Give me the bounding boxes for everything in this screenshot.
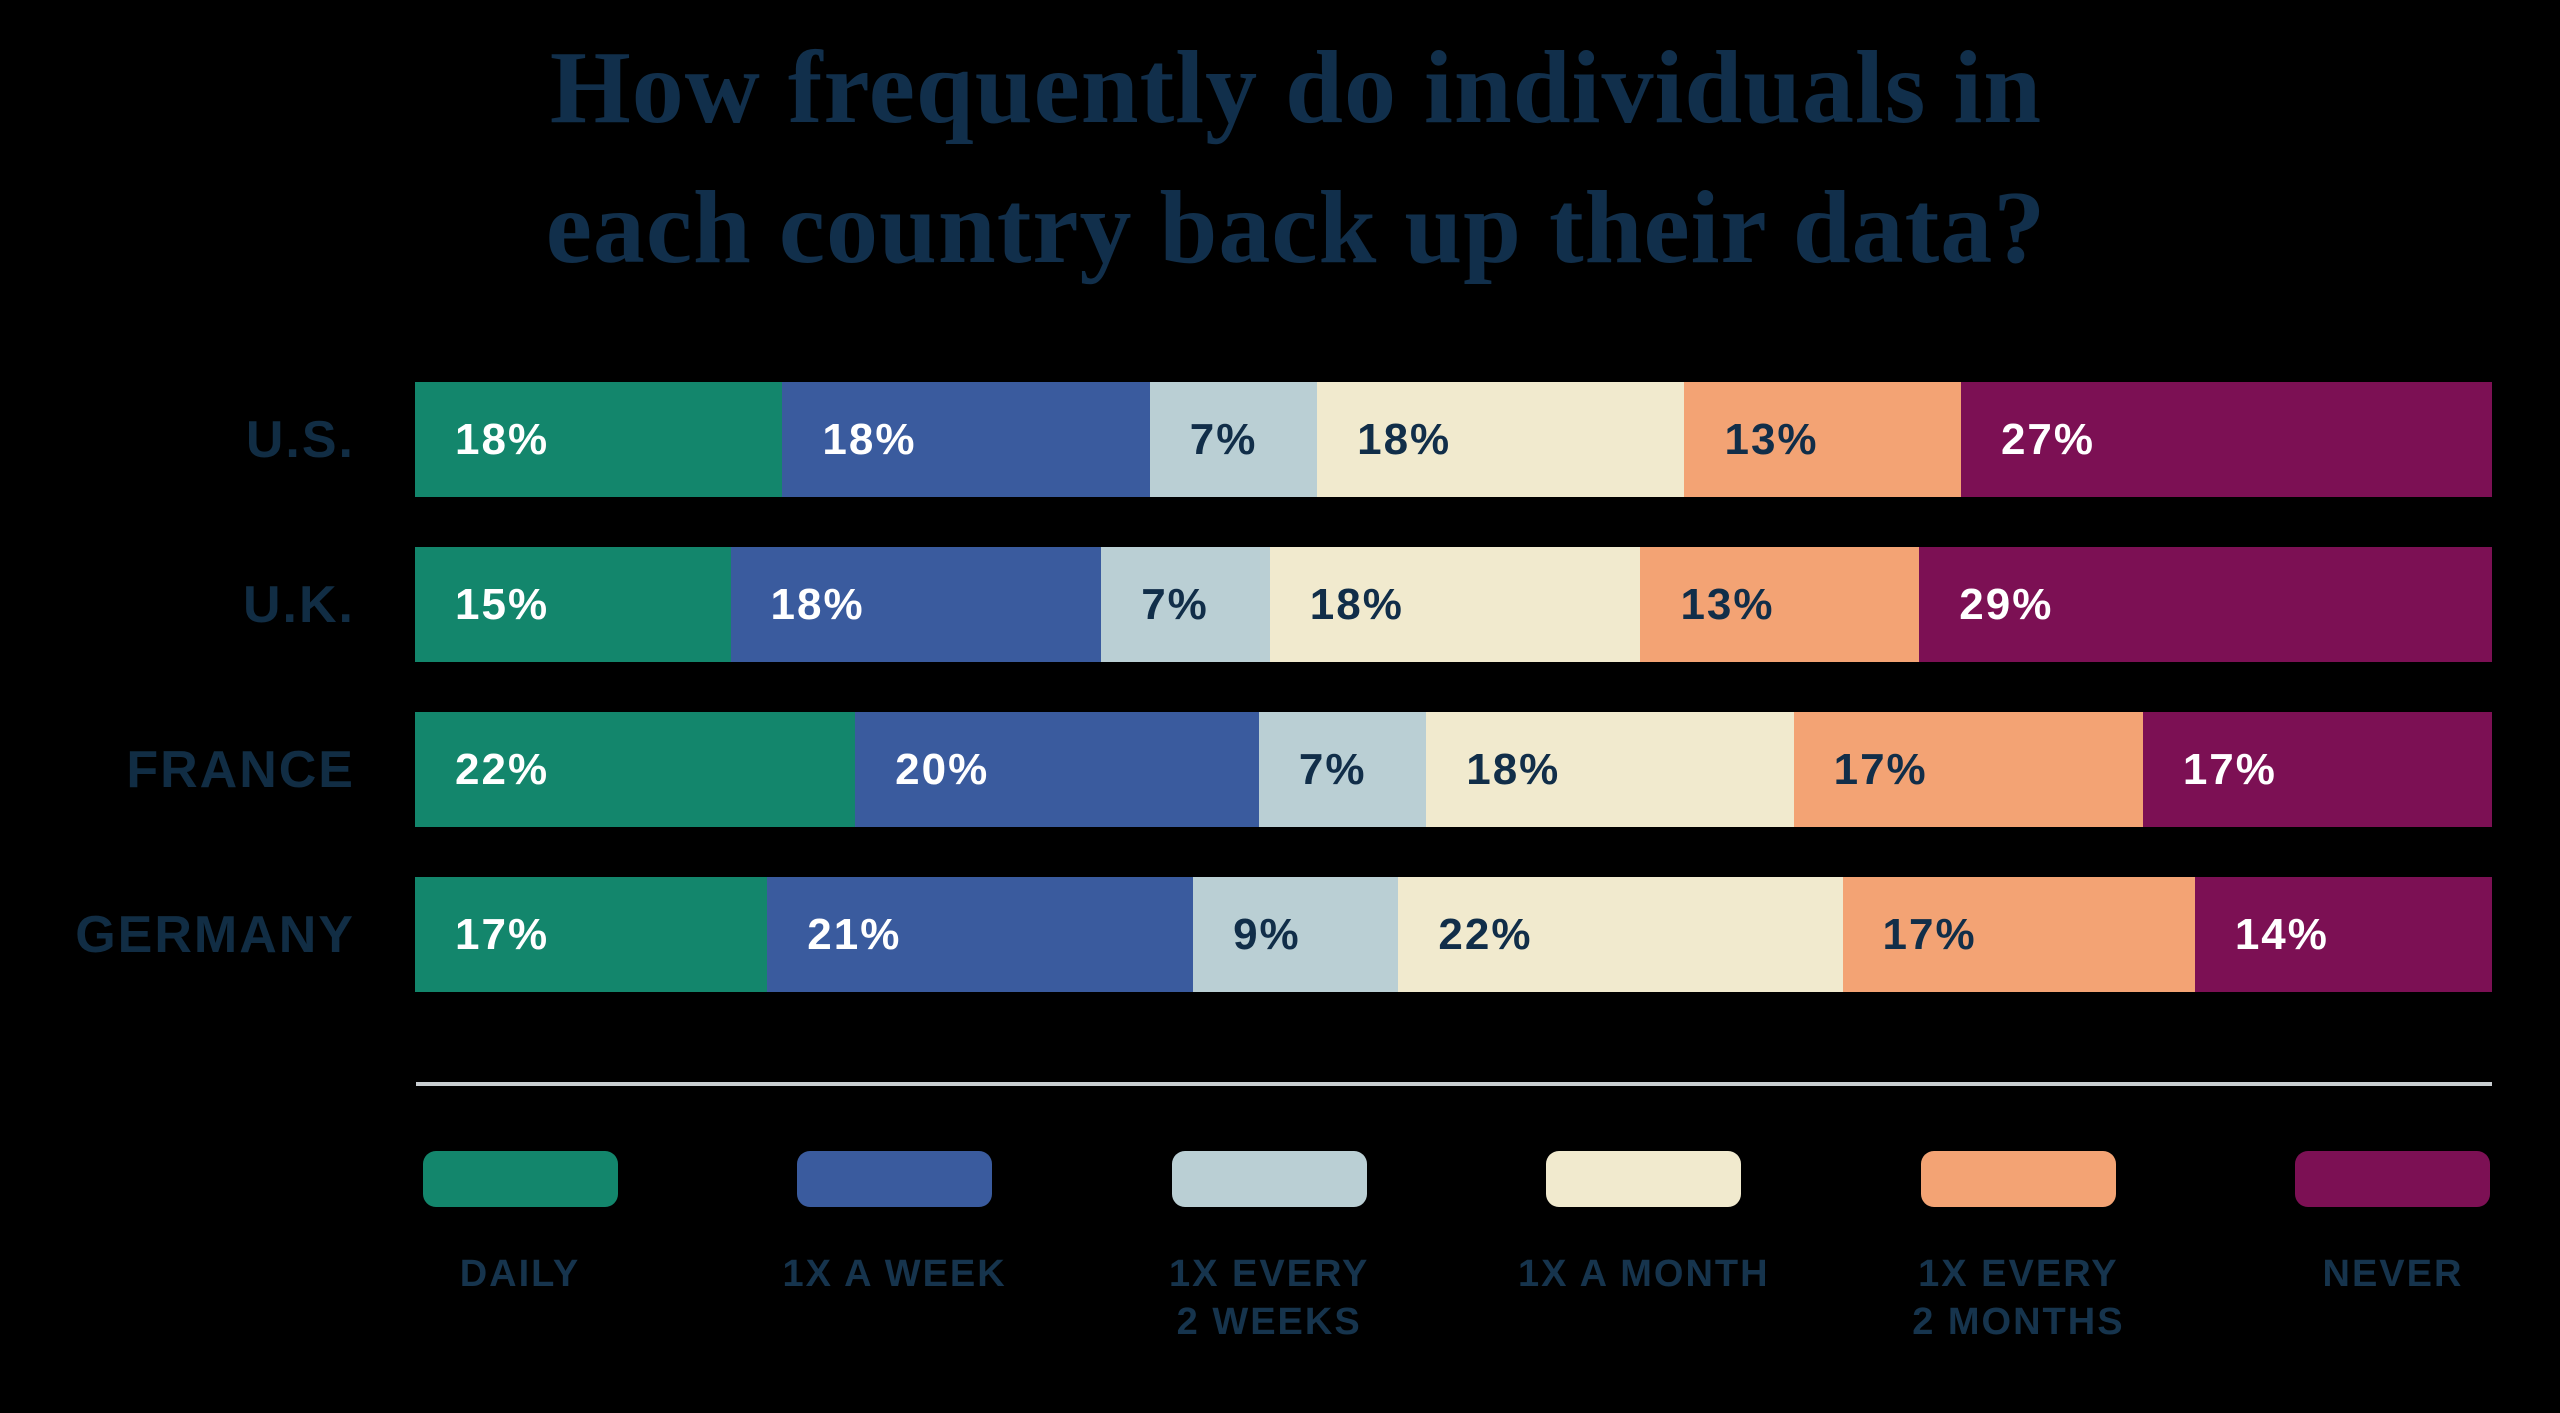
bar-row-germany: GERMANY 17% 21% 9% 22% 17% 14% (0, 877, 2560, 992)
segment-1x-a-month: 18% (1426, 712, 1794, 827)
bar-row-u-s: U.S. 18% 18% 7% 18% 13% 27% (0, 382, 2560, 497)
segment-daily: 18% (415, 382, 783, 497)
segment-daily: 22% (415, 712, 856, 827)
segment-never: 14% (2194, 877, 2493, 992)
bar-row-france: FRANCE 22% 20% 7% 18% 17% 17% (0, 712, 2560, 827)
country-label: GERMANY (75, 905, 355, 964)
segment-value-label: 7% (1189, 414, 1258, 464)
segment-value-label: 17% (1833, 744, 1928, 794)
stacked-bar: 22% 20% 7% 18% 17% 17% (415, 712, 2493, 827)
segment-value-label: 9% (1233, 909, 1301, 959)
legend-divider-line (416, 1082, 2492, 1086)
segment-value-label: 29% (1959, 579, 2054, 629)
segment-1x-a-week: 20% (855, 712, 1259, 827)
segment-1x-a-week: 18% (730, 547, 1102, 662)
chart-title-line-1: How frequently do individuals in (549, 30, 2043, 145)
segment-1x-every-2-months: 13% (1684, 382, 1961, 497)
segment-daily: 15% (415, 547, 731, 662)
legend-swatch-daily (422, 1151, 618, 1207)
segment-1x-a-month: 18% (1317, 382, 1685, 497)
segment-never: 27% (1960, 382, 2493, 497)
legend-item-1x-every-2-months: 1X EVERY 2 MONTHS (1888, 1151, 2148, 1346)
legend-item-daily: DAILY (390, 1151, 650, 1346)
country-label: U.K. (243, 575, 355, 634)
bar-row-u-k: U.K. 15% 18% 7% 18% 13% 29% (0, 547, 2560, 662)
segment-value-label: 18% (822, 414, 917, 464)
segment-value-label: 14% (2234, 909, 2329, 959)
chart-title: How frequently do individuals in each co… (16, 0, 2560, 298)
stacked-bar: 15% 18% 7% 18% 13% 29% (415, 547, 2492, 662)
segment-1x-every-2-weeks: 7% (1258, 712, 1427, 827)
segment-1x-every-2-weeks: 7% (1101, 547, 1270, 662)
legend-swatch-1x-a-week (797, 1151, 993, 1207)
segment-1x-every-2-weeks: 7% (1149, 382, 1318, 497)
segment-value-label: 18% (770, 579, 865, 629)
legend-label: 1X A MONTH (1518, 1253, 1770, 1295)
legend-label: 1X A WEEK (782, 1253, 1007, 1295)
segment-daily: 17% (415, 877, 768, 992)
segment-value-label: 18% (1309, 579, 1404, 629)
legend-swatch-1x-every-2-weeks (1171, 1151, 1367, 1207)
segment-value-label: 17% (455, 909, 550, 959)
segment-1x-a-week: 21% (767, 877, 1194, 992)
segment-value-label: 27% (2000, 414, 2096, 464)
segment-value-label: 18% (455, 414, 550, 464)
country-label: FRANCE (126, 740, 355, 799)
legend-label: NEVER (2322, 1253, 2464, 1295)
segment-1x-every-2-months: 17% (1793, 712, 2143, 827)
stacked-bar-chart: U.S. 18% 18% 7% 18% 13% 27% U.K. 15% 18% 7% 18% 13% 2… (0, 382, 2560, 992)
segment-value-label: 13% (1724, 414, 1819, 464)
segment-value-label: 21% (807, 909, 902, 959)
segment-value-label: 18% (1466, 744, 1561, 794)
segment-value-label: 18% (1357, 414, 1452, 464)
segment-1x-every-2-weeks: 9% (1193, 877, 1399, 992)
segment-value-label: 22% (455, 744, 550, 794)
segment-1x-every-2-months: 17% (1842, 877, 2195, 992)
country-label: U.S. (245, 410, 355, 469)
legend-swatch-1x-a-month (1546, 1151, 1742, 1207)
chart-legend: DAILY 1X A WEEK 1X EVERY 2 WEEKS 1X A MONTH… (390, 1151, 2523, 1346)
legend-item-1x-every-2-weeks: 1X EVERY 2 WEEKS (1139, 1151, 1399, 1346)
legend-swatch-1x-every-2-months (1920, 1151, 2116, 1207)
segment-1x-a-month: 18% (1269, 547, 1641, 662)
legend-label: 1X EVERY 2 WEEKS (1168, 1253, 1370, 1343)
stacked-bar: 17% 21% 9% 22% 17% 14% (415, 877, 2493, 992)
legend-item-never: NEVER (2263, 1151, 2523, 1346)
legend-label: DAILY (459, 1253, 581, 1295)
segment-value-label: 7% (1141, 579, 1209, 629)
legend-item-1x-a-month: 1X A MONTH (1514, 1151, 1774, 1346)
chart-title-line-2: each country back up their data? (545, 170, 2047, 285)
segment-1x-a-month: 22% (1398, 877, 1843, 992)
legend-item-1x-a-week: 1X A WEEK (765, 1151, 1025, 1346)
segment-value-label: 15% (455, 579, 550, 629)
segment-1x-a-week: 18% (782, 382, 1150, 497)
segment-value-label: 13% (1680, 579, 1775, 629)
stacked-bar: 18% 18% 7% 18% 13% 27% (415, 382, 2493, 497)
segment-1x-every-2-months: 13% (1640, 547, 1920, 662)
segment-value-label: 20% (895, 744, 990, 794)
segment-never: 29% (1919, 547, 2492, 662)
segment-value-label: 22% (1438, 909, 1533, 959)
legend-swatch-never (2295, 1151, 2491, 1207)
segment-value-label: 17% (1882, 909, 1977, 959)
legend-label: 1X EVERY 2 MONTHS (1912, 1253, 2125, 1343)
segment-value-label: 17% (2182, 744, 2277, 794)
segment-never: 17% (2142, 712, 2493, 827)
segment-value-label: 7% (1298, 744, 1367, 794)
